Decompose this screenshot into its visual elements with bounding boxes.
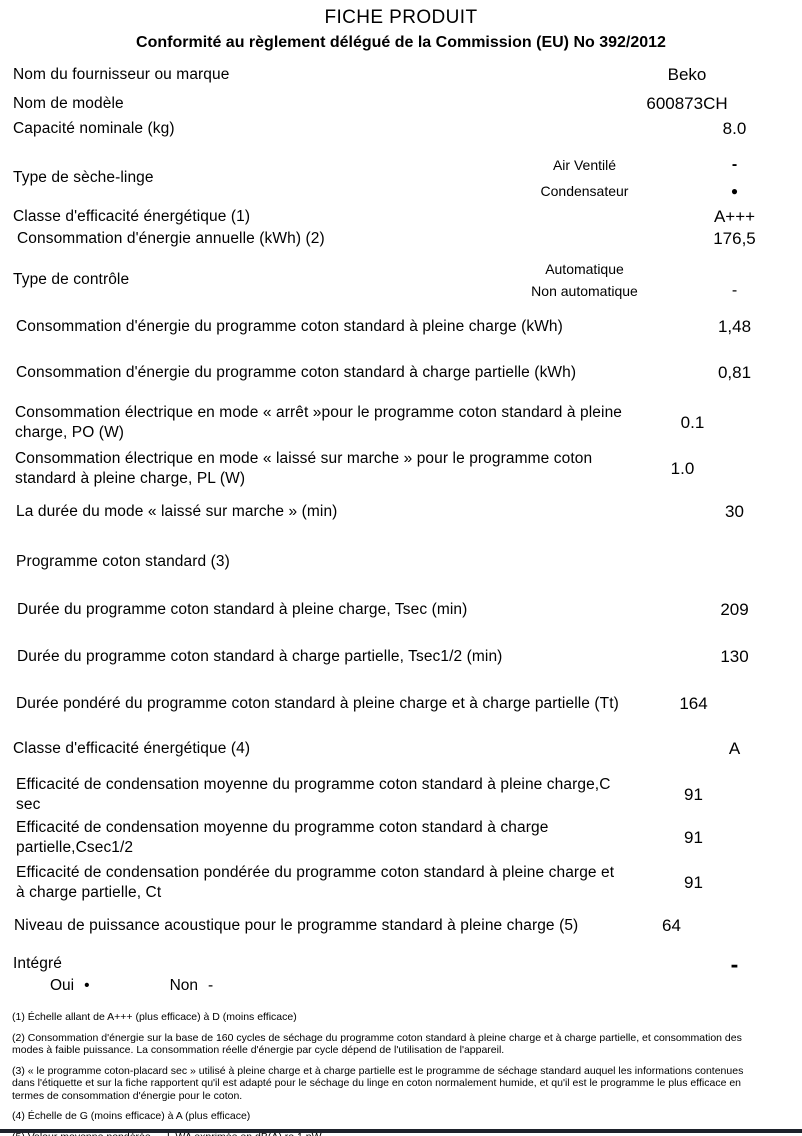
table-row: Consommation électrique en mode « laissé… — [0, 449, 802, 489]
dash-symbol: - — [731, 156, 738, 173]
row-label: Efficacité de condensation moyenne du pr… — [16, 819, 549, 856]
row-label: Nom de modèle — [13, 95, 124, 112]
row-value: 130 — [720, 647, 749, 666]
table-row: La durée du mode « laissé sur marche » (… — [0, 501, 802, 523]
row-label: Programme coton standard (3) — [16, 553, 230, 570]
bullet-symbol: ● — [730, 184, 739, 198]
page-title: FICHE PRODUIT — [324, 7, 478, 28]
row-label: La durée du mode « laissé sur marche » (… — [16, 503, 338, 520]
table-row: Nom du fournisseur ou marque Beko — [0, 64, 802, 86]
row-value: 91 — [684, 785, 703, 804]
row-value: A+++ — [713, 207, 756, 226]
row-label: Consommation d'énergie du programme coto… — [16, 364, 577, 381]
dash-symbol: - — [208, 977, 214, 994]
row-label: Niveau de puissance acoustique pour le p… — [14, 917, 579, 934]
bullet-symbol: • — [84, 977, 90, 994]
row-subvalues: - — [667, 258, 802, 302]
row-label: Consommation d'énergie annuelle (kWh) (2… — [17, 230, 325, 247]
empty-value — [667, 258, 802, 280]
row-value: 8.0 — [722, 119, 747, 138]
table-row: Efficacité de condensation moyenne du pr… — [0, 818, 802, 858]
row-value: 1,48 — [717, 317, 752, 336]
row-value: 91 — [684, 873, 703, 892]
row-label: Durée pondéré du programme coton standar… — [16, 695, 619, 712]
row-label: Type de contrôle — [13, 271, 130, 288]
table-row: Classe d'efficacité énergétique (4) A — [0, 738, 802, 760]
row-value: 1.0 — [670, 459, 695, 478]
row-value: 0.1 — [680, 413, 705, 432]
row-label: Type de sèche-linge — [13, 169, 154, 186]
row-label: Consommation d'énergie du programme coto… — [16, 318, 563, 335]
table-row: Efficacité de condensation moyenne du pr… — [0, 775, 802, 815]
row-label: Consommation électrique en mode « laissé… — [15, 450, 593, 487]
row-label: Durée du programme coton standard à plei… — [17, 601, 468, 618]
dash-symbol: - — [731, 282, 738, 299]
footnote: (3) « le programme coton-placard sec » u… — [12, 1064, 744, 1102]
row-label: Capacité nominale (kg) — [13, 120, 175, 137]
row-label: Efficacité de condensation pondérée du p… — [16, 864, 615, 901]
table-row: Intégré - — [0, 951, 802, 977]
row-label: Consommation électrique en mode « arrêt … — [15, 404, 623, 441]
row-label: Intégré — [13, 955, 62, 972]
table-row: Type de sèche-linge Air Ventilé Condensa… — [0, 152, 802, 204]
table-row: Durée du programme coton standard à char… — [0, 646, 802, 668]
row-label: Nom du fournisseur ou marque — [13, 66, 230, 83]
legend-oui-label: Oui — [50, 977, 75, 994]
sublabel: Condensateur — [540, 183, 629, 199]
bold-dash-symbol: - — [730, 951, 739, 977]
row-label: Efficacité de condensation moyenne du pr… — [16, 776, 611, 813]
table-row: Consommation d'énergie du programme coto… — [0, 362, 802, 384]
table-row: Consommation électrique en mode « arrêt … — [0, 403, 802, 443]
footnote: (2) Consommation d'énergie sur la base d… — [12, 1031, 742, 1057]
row-value: 176,5 — [713, 229, 756, 248]
sublabel: Air Ventilé — [552, 157, 617, 173]
table-row: Type de contrôle Automatique Non automat… — [0, 258, 802, 302]
footnotes-section: (1) Échelle allant de A+++ (plus efficac… — [0, 1011, 802, 1136]
table-row: Durée du programme coton standard à plei… — [0, 599, 802, 621]
row-sublabels: Automatique Non automatique — [502, 258, 667, 302]
footnote: (1) Échelle allant de A+++ (plus efficac… — [12, 1011, 297, 1023]
table-row: Capacité nominale (kg) 8.0 — [0, 118, 802, 140]
footnote: (5) Valeur moyenne pondérée — L WA expri… — [12, 1131, 754, 1136]
table-row: Efficacité de condensation pondérée du p… — [0, 863, 802, 903]
row-value: 30 — [725, 502, 744, 521]
row-value: 64 — [662, 916, 681, 935]
bottom-rule — [0, 1129, 802, 1133]
row-value: Beko — [667, 65, 707, 84]
row-value: A — [728, 739, 741, 758]
table-row: Programme coton standard (3) — [0, 551, 802, 573]
sublabel: Non automatique — [531, 283, 638, 299]
row-label: Classe d'efficacité énergétique (1) — [13, 208, 251, 225]
table-row: Classe d'efficacité énergétique (1) A+++ — [0, 206, 802, 228]
page-subtitle: Conformité au règlement délégué de la Co… — [136, 34, 666, 51]
legend-non-label: Non — [169, 977, 198, 994]
row-value: 209 — [720, 600, 749, 619]
table-row: Niveau de puissance acoustique pour le p… — [0, 906, 802, 946]
row-subvalues: - ● — [667, 152, 802, 204]
row-value: 600873CH — [646, 94, 728, 113]
row-value: 164 — [679, 694, 708, 713]
row-label: Durée du programme coton standard à char… — [17, 648, 503, 665]
row-label: Classe d'efficacité énergétique (4) — [13, 740, 251, 757]
row-value: 91 — [684, 828, 703, 847]
table-row: Consommation d'énergie du programme coto… — [0, 316, 802, 338]
table-row: Nom de modèle 600873CH — [0, 93, 802, 115]
footnote: (4) Échelle de G (moins efficace) à A (p… — [12, 1110, 251, 1122]
row-value: 0,81 — [717, 363, 752, 382]
sublabel: Automatique — [545, 261, 624, 277]
row-sublabels: Air Ventilé Condensateur — [502, 152, 667, 204]
table-row: Durée pondéré du programme coton standar… — [0, 684, 802, 724]
table-row: Consommation d'énergie annuelle (kWh) (2… — [0, 228, 802, 250]
symbol-legend: Oui • Non - — [0, 975, 802, 997]
